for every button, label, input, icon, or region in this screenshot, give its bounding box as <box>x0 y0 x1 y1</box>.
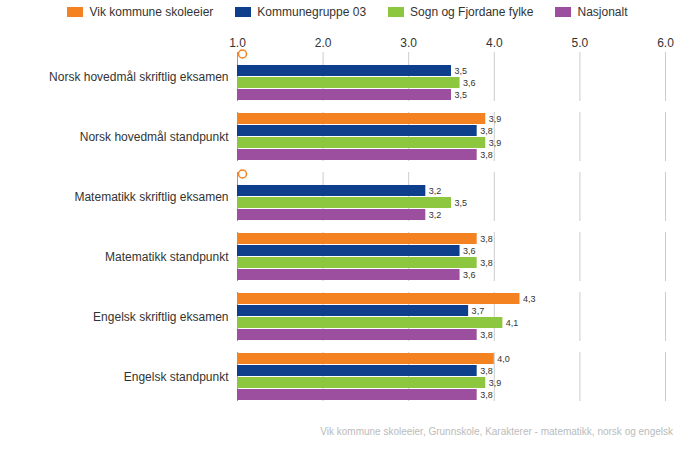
svg-text:1.0: 1.0 <box>229 36 246 50</box>
html-text:Sogn og Fjordane fylke: Sogn og Fjordane fylke <box>410 5 534 19</box>
svg-text:3,8: 3,8 <box>480 366 493 376</box>
svg-text:3,8: 3,8 <box>480 330 493 340</box>
svg-text:Engelsk standpunkt: Engelsk standpunkt <box>124 370 229 384</box>
svg-text:3,7: 3,7 <box>472 306 485 316</box>
svg-text:4.0: 4.0 <box>486 36 503 50</box>
svg-text:3,8: 3,8 <box>480 390 493 400</box>
html-text:Vik kommune skoleeier, Grunnsk: Vik kommune skoleeier, Grunnskole, Karak… <box>320 426 673 437</box>
svg-text:Matematikk skriftlig eksamen: Matematikk skriftlig eksamen <box>74 190 228 204</box>
svg-text:3,8: 3,8 <box>480 258 493 268</box>
svg-text:3,5: 3,5 <box>455 90 468 100</box>
svg-text:4,1: 4,1 <box>506 318 519 328</box>
svg-text:Norsk hovedmål standpunkt: Norsk hovedmål standpunkt <box>80 130 229 144</box>
svg-text:5.0: 5.0 <box>572 36 589 50</box>
svg-text:Norsk hovedmål skriftlig eksam: Norsk hovedmål skriftlig eksamen <box>49 70 228 84</box>
svg-text:3,9: 3,9 <box>489 138 502 148</box>
svg-text:3,8: 3,8 <box>480 234 493 244</box>
svg-text:2.0: 2.0 <box>315 36 332 50</box>
svg-text:3,6: 3,6 <box>463 246 476 256</box>
html-text:Kommunegruppe 03: Kommunegruppe 03 <box>257 5 367 19</box>
svg-text:Matematikk standpunkt: Matematikk standpunkt <box>105 250 229 264</box>
svg-text:4,3: 4,3 <box>523 294 536 304</box>
svg-text:3,8: 3,8 <box>480 126 493 136</box>
svg-text:3,2: 3,2 <box>429 210 442 220</box>
svg-text:3,9: 3,9 <box>489 378 502 388</box>
svg-text:6.0: 6.0 <box>657 36 674 50</box>
svg-text:3,6: 3,6 <box>463 270 476 280</box>
svg-text:Engelsk skriftlig eksamen: Engelsk skriftlig eksamen <box>93 310 228 324</box>
html-text:Vik kommune skoleeier: Vik kommune skoleeier <box>89 5 214 19</box>
svg-text:4,0: 4,0 <box>497 354 510 364</box>
svg-text:3,8: 3,8 <box>480 150 493 160</box>
svg-text:3,5: 3,5 <box>455 66 468 76</box>
svg-text:3.0: 3.0 <box>400 36 417 50</box>
html-text:Nasjonalt: Nasjonalt <box>577 5 628 19</box>
svg-text:3,5: 3,5 <box>455 198 468 208</box>
svg-text:3,9: 3,9 <box>489 114 502 124</box>
svg-text:3,6: 3,6 <box>463 78 476 88</box>
svg-text:3,2: 3,2 <box>429 186 442 196</box>
